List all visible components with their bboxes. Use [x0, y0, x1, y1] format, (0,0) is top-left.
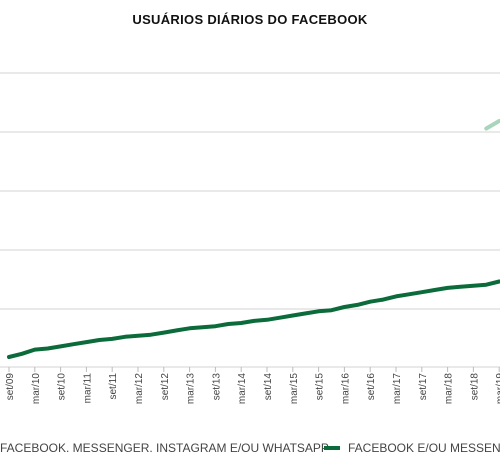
- legend: FACEBOOK. MESSENGER. INSTAGRAM E/OU WHAT…: [0, 441, 500, 461]
- x-tick-label: set/15: [315, 373, 326, 401]
- series-line-facebook-messenger: [7, 279, 500, 359]
- legend-label-facebook-messenger: FACEBOOK E/OU MESSENGER: [348, 441, 500, 455]
- x-tick-label: mar/19: [495, 373, 500, 405]
- x-tick-label: set/12: [160, 373, 171, 401]
- x-tick-label: set/17: [418, 373, 429, 401]
- x-tick-label: mar/11: [82, 373, 93, 404]
- series-lines: [7, 119, 500, 359]
- grid-lines: [0, 72, 500, 368]
- x-tick-label: mar/16: [340, 373, 351, 405]
- x-tick-label: set/11: [108, 373, 119, 400]
- x-tick-label: set/13: [211, 373, 222, 401]
- x-tick-label: mar/12: [134, 373, 145, 405]
- legend-label-all-apps: FACEBOOK. MESSENGER. INSTAGRAM E/OU WHAT…: [0, 441, 329, 455]
- x-tick-label: mar/14: [237, 373, 248, 405]
- x-axis: set/09 mar/10 set/10 mar/11 set/11 mar/12 set/…: [5, 367, 500, 404]
- x-tick-label: set/16: [366, 373, 377, 401]
- chart-title: USUÁRIOS DIÁRIOS DO FACEBOOK: [132, 12, 368, 27]
- x-tick-label: mar/10: [31, 373, 42, 405]
- x-tick-label: set/14: [263, 373, 274, 401]
- x-tick-label: mar/15: [289, 373, 300, 405]
- x-tick-label: mar/13: [186, 373, 197, 405]
- series-line-all-apps: [484, 119, 500, 131]
- legend-swatch-facebook-messenger: [324, 446, 340, 450]
- legend-item-all-apps: FACEBOOK. MESSENGER. INSTAGRAM E/OU WHAT…: [0, 441, 329, 455]
- legend-item-facebook-messenger: FACEBOOK E/OU MESSENGER: [324, 441, 500, 455]
- x-tick-label: set/09: [5, 373, 16, 401]
- x-tick-label: set/10: [57, 373, 68, 401]
- x-tick-label: mar/18: [444, 373, 455, 405]
- x-tick-label: set/18: [469, 373, 480, 401]
- x-tick-label: mar/17: [392, 373, 403, 405]
